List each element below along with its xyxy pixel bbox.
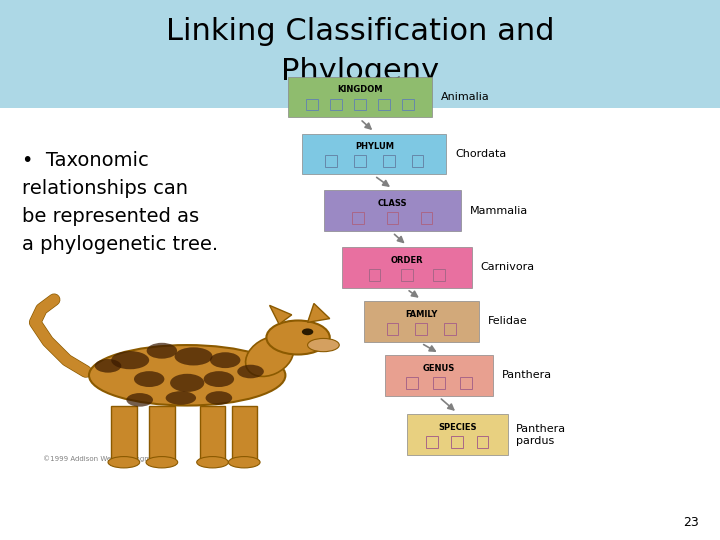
FancyBboxPatch shape (385, 355, 493, 395)
Bar (232, 406, 257, 462)
Bar (369, 269, 380, 281)
Text: GENUS: GENUS (423, 363, 455, 373)
Bar (426, 436, 438, 448)
Bar (433, 377, 445, 389)
Ellipse shape (146, 456, 178, 468)
Ellipse shape (266, 321, 330, 354)
Polygon shape (307, 303, 330, 322)
Ellipse shape (89, 345, 285, 406)
Text: Chordata: Chordata (455, 149, 506, 159)
FancyBboxPatch shape (288, 77, 432, 117)
Ellipse shape (246, 336, 294, 376)
Text: Carnivora: Carnivora (480, 262, 534, 272)
FancyBboxPatch shape (342, 247, 472, 287)
Bar (433, 269, 445, 281)
Bar (387, 322, 398, 334)
Ellipse shape (238, 364, 264, 379)
Bar (461, 377, 472, 389)
Ellipse shape (204, 371, 234, 387)
Bar (149, 406, 174, 462)
Text: ORDER: ORDER (390, 255, 423, 265)
Bar (383, 156, 395, 167)
Text: Felidae: Felidae (487, 316, 527, 326)
Bar (477, 436, 488, 448)
Text: Animalia: Animalia (441, 92, 490, 102)
FancyBboxPatch shape (324, 191, 461, 231)
Circle shape (302, 328, 313, 335)
Bar (325, 156, 337, 167)
Bar (451, 436, 463, 448)
Bar (354, 98, 366, 111)
Bar (420, 212, 432, 224)
Ellipse shape (166, 391, 196, 405)
FancyBboxPatch shape (364, 301, 479, 341)
Ellipse shape (111, 351, 149, 369)
Ellipse shape (307, 339, 339, 352)
Polygon shape (269, 306, 292, 324)
Text: Panthera
pardus: Panthera pardus (516, 424, 567, 446)
Bar (444, 322, 456, 334)
Bar (354, 156, 366, 167)
Ellipse shape (206, 391, 232, 405)
Bar (401, 269, 413, 281)
Bar (412, 156, 423, 167)
Text: FAMILY: FAMILY (405, 309, 437, 319)
Bar (415, 322, 427, 334)
FancyBboxPatch shape (0, 0, 720, 108)
Text: PHYLUM: PHYLUM (355, 142, 394, 151)
Text: ©1999 Addison Wesley Longman, Inc.: ©1999 Addison Wesley Longman, Inc. (43, 455, 177, 462)
Text: Mammalia: Mammalia (469, 206, 528, 215)
Bar (406, 377, 418, 389)
Text: CLASS: CLASS (378, 199, 407, 208)
Ellipse shape (134, 371, 164, 387)
Bar (330, 98, 342, 111)
Ellipse shape (147, 343, 177, 359)
Text: Linking Classification and
Phylogeny: Linking Classification and Phylogeny (166, 17, 554, 86)
Ellipse shape (174, 347, 212, 366)
Text: SPECIES: SPECIES (438, 423, 477, 432)
Ellipse shape (210, 352, 240, 368)
Bar (111, 406, 137, 462)
Bar (200, 406, 225, 462)
Text: Panthera: Panthera (502, 370, 552, 380)
FancyBboxPatch shape (407, 415, 508, 455)
Ellipse shape (95, 359, 121, 373)
Ellipse shape (127, 393, 153, 407)
Bar (378, 98, 390, 111)
Bar (306, 98, 318, 111)
Ellipse shape (170, 374, 204, 392)
Ellipse shape (108, 456, 140, 468)
FancyBboxPatch shape (302, 134, 446, 174)
Bar (402, 98, 414, 111)
Ellipse shape (197, 456, 228, 468)
Bar (353, 212, 364, 224)
Text: 23: 23 (683, 516, 698, 529)
Bar (387, 212, 398, 224)
Text: •  Taxonomic
relationships can
be represented as
a phylogenetic tree.: • Taxonomic relationships can be represe… (22, 151, 217, 254)
Ellipse shape (228, 456, 260, 468)
Text: KINGDOM: KINGDOM (337, 85, 383, 94)
